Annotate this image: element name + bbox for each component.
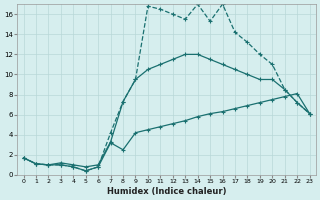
X-axis label: Humidex (Indice chaleur): Humidex (Indice chaleur) [107,187,226,196]
